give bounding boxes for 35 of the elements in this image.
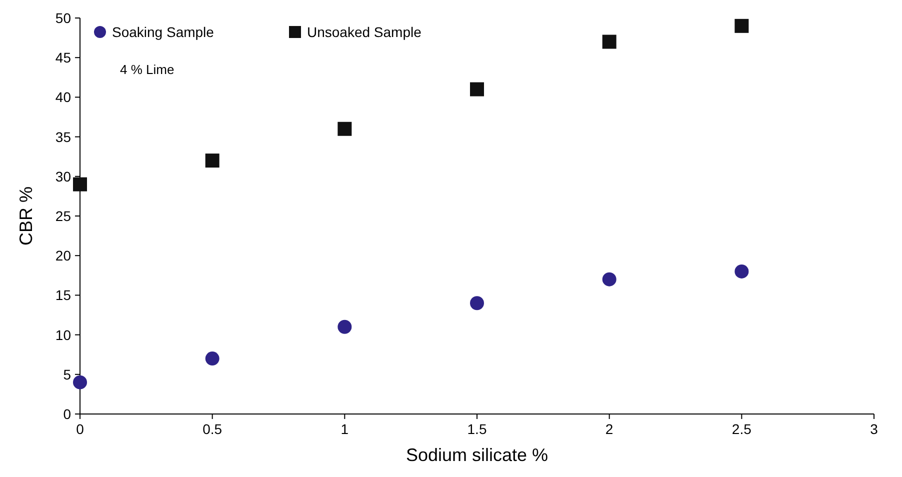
point xyxy=(602,34,616,49)
point xyxy=(338,320,352,334)
point xyxy=(470,82,484,96)
y-tick-label: 15 xyxy=(55,287,72,304)
y-tick-label: 25 xyxy=(55,208,72,224)
y-axis-title: CBR % xyxy=(16,186,36,246)
y-tick-label: 50 xyxy=(55,10,72,26)
annotation: 4 % Lime xyxy=(120,62,174,77)
x-tick-label: 2 xyxy=(605,421,614,437)
x-tick-label: 0.5 xyxy=(202,421,222,437)
y-tick-label: 40 xyxy=(55,89,72,106)
point xyxy=(470,296,484,310)
y-tick-label: 45 xyxy=(55,50,72,66)
point xyxy=(338,122,352,136)
legend-label: Soaking Sample xyxy=(112,24,214,40)
y-tick-label: 35 xyxy=(55,128,72,145)
y-tick-label: 20 xyxy=(55,248,72,264)
point xyxy=(73,375,87,390)
x-tick-label: 1.5 xyxy=(467,421,487,437)
y-tick-label: 0 xyxy=(63,406,72,422)
x-tick-label: 3 xyxy=(870,421,878,437)
y-tick-label: 5 xyxy=(63,366,72,382)
y-tick-label: 30 xyxy=(55,168,72,184)
point xyxy=(734,264,749,278)
point xyxy=(734,18,749,33)
point xyxy=(73,177,87,192)
point xyxy=(205,352,220,366)
legend-label: Unsoaked Sample xyxy=(307,24,422,40)
x-tick-label: 1 xyxy=(340,421,349,437)
point xyxy=(602,272,616,286)
y-tick-label: 10 xyxy=(55,326,72,343)
x-axis-title: Sodium silicate % xyxy=(406,445,548,465)
x-tick-label: 0 xyxy=(76,421,84,437)
point xyxy=(205,154,220,168)
x-tick-label: 2.5 xyxy=(732,421,752,437)
